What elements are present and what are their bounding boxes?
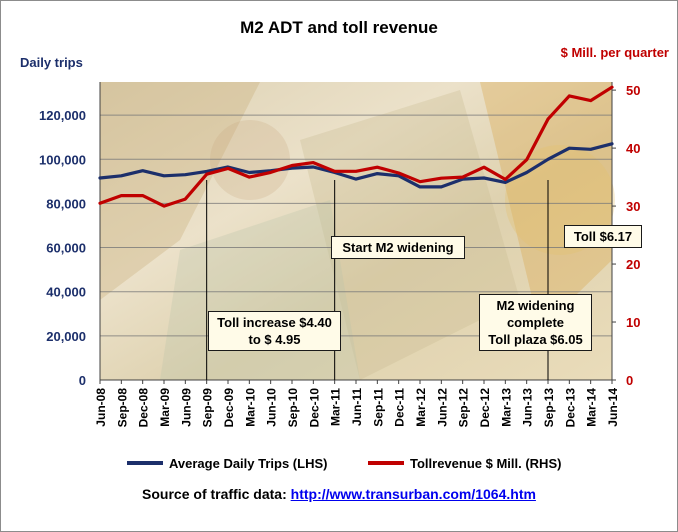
left-tick-label: 120,000	[39, 108, 86, 123]
x-tick-label: Mar-13	[499, 388, 513, 427]
left-tick-label: 40,000	[46, 285, 86, 300]
source-link[interactable]: http://www.transurban.com/1064.htm	[290, 486, 536, 502]
left-tick-label: 20,000	[46, 329, 86, 344]
series-layer	[98, 85, 614, 208]
left-axis-title: Daily trips	[20, 55, 83, 70]
x-tick-label: Sep-09	[201, 388, 215, 428]
annotation-text: complete	[506, 315, 565, 330]
x-tick-label: Dec-10	[307, 388, 321, 428]
x-axis: Jun-08 Sep-08 Dec-08 Mar-09 Jun-09 Sep-09 Dec-…	[94, 380, 620, 427]
x-tick-label: Jun-11	[350, 388, 364, 426]
annotation-text: Toll plaza $6.05	[488, 332, 583, 347]
right-tick-label: 10	[626, 315, 640, 330]
right-tick-label: 0	[626, 373, 633, 388]
left-tick-label: 80,000	[46, 196, 86, 211]
x-tick-label: Sep-12	[457, 388, 471, 428]
series-line-average-daily-trips	[98, 142, 614, 189]
legend-label: Average Daily Trips (LHS)	[169, 455, 328, 471]
annotation-text: to $ 4.95	[248, 332, 301, 347]
annotation-toll-increase: Toll increase $4.40 to $ 4.95	[208, 311, 341, 351]
x-tick-label: Sep-10	[286, 388, 300, 428]
x-tick-label: Jun-14	[606, 388, 620, 427]
left-tick-label: 0	[79, 373, 86, 388]
x-tick-label: Mar-12	[414, 388, 428, 427]
left-axis: 0 20,000 40,000 60,000 80,000 100,000 120,000	[39, 108, 86, 388]
x-tick-label: Mar-10	[243, 388, 257, 427]
annotation-widening-complete: M2 widening complete Toll plaza $6.05	[479, 294, 592, 351]
right-tick-label: 30	[626, 199, 640, 214]
right-tick-label: 20	[626, 257, 640, 272]
left-tick-label: 100,000	[39, 152, 86, 167]
x-tick-label: Dec-11	[393, 388, 407, 427]
legend-swatch-toll-revenue	[368, 461, 404, 465]
right-tick-label: 50	[626, 83, 640, 98]
legend-label: Tollrevenue $ Mill. (RHS)	[410, 455, 562, 471]
series-line-toll-revenue	[98, 85, 614, 208]
annotation-toll-617: Toll $6.17	[564, 225, 642, 248]
source-label: Source of traffic data:	[142, 486, 291, 502]
x-tick-label: Dec-08	[137, 388, 151, 428]
x-tick-label: Sep-13	[542, 388, 556, 428]
x-tick-label: Mar-14	[585, 388, 599, 427]
x-tick-label: Jun-08	[94, 388, 108, 427]
right-axis-title: $ Mill. per quarter	[561, 45, 669, 60]
x-tick-label: Jun-09	[179, 388, 193, 427]
annotation-text: Start M2 widening	[342, 240, 454, 255]
x-tick-label: Dec-13	[563, 388, 577, 428]
x-tick-label: Mar-09	[158, 388, 172, 427]
x-tick-label: Jun-10	[265, 388, 279, 427]
legend-swatch-average-daily-trips	[127, 461, 163, 465]
annotation-text: M2 widening	[496, 298, 575, 313]
right-axis: 0 10 20 30 40 50	[612, 83, 640, 388]
left-tick-label: 60,000	[46, 241, 86, 256]
chart-title: M2 ADT and toll revenue	[240, 18, 438, 37]
x-tick-label: Dec-09	[222, 388, 236, 428]
legend-item-average-daily-trips: Average Daily Trips (LHS)	[127, 453, 327, 473]
x-tick-label: Sep-11	[371, 388, 385, 427]
x-tick-label: Mar-11	[329, 388, 343, 426]
annotation-text: Toll increase $4.40	[217, 315, 332, 330]
annotation-text: Toll $6.17	[573, 229, 633, 244]
source-note: Source of traffic data: http://www.trans…	[0, 486, 678, 502]
x-tick-label: Dec-12	[478, 388, 492, 428]
x-tick-label: Jun-12	[435, 388, 449, 427]
legend-item-toll-revenue: Tollrevenue $ Mill. (RHS)	[368, 453, 561, 473]
x-tick-label: Jun-13	[521, 388, 535, 427]
annotation-start-widening: Start M2 widening	[331, 236, 465, 259]
x-tick-label: Sep-08	[115, 388, 129, 428]
right-tick-label: 40	[626, 141, 640, 156]
